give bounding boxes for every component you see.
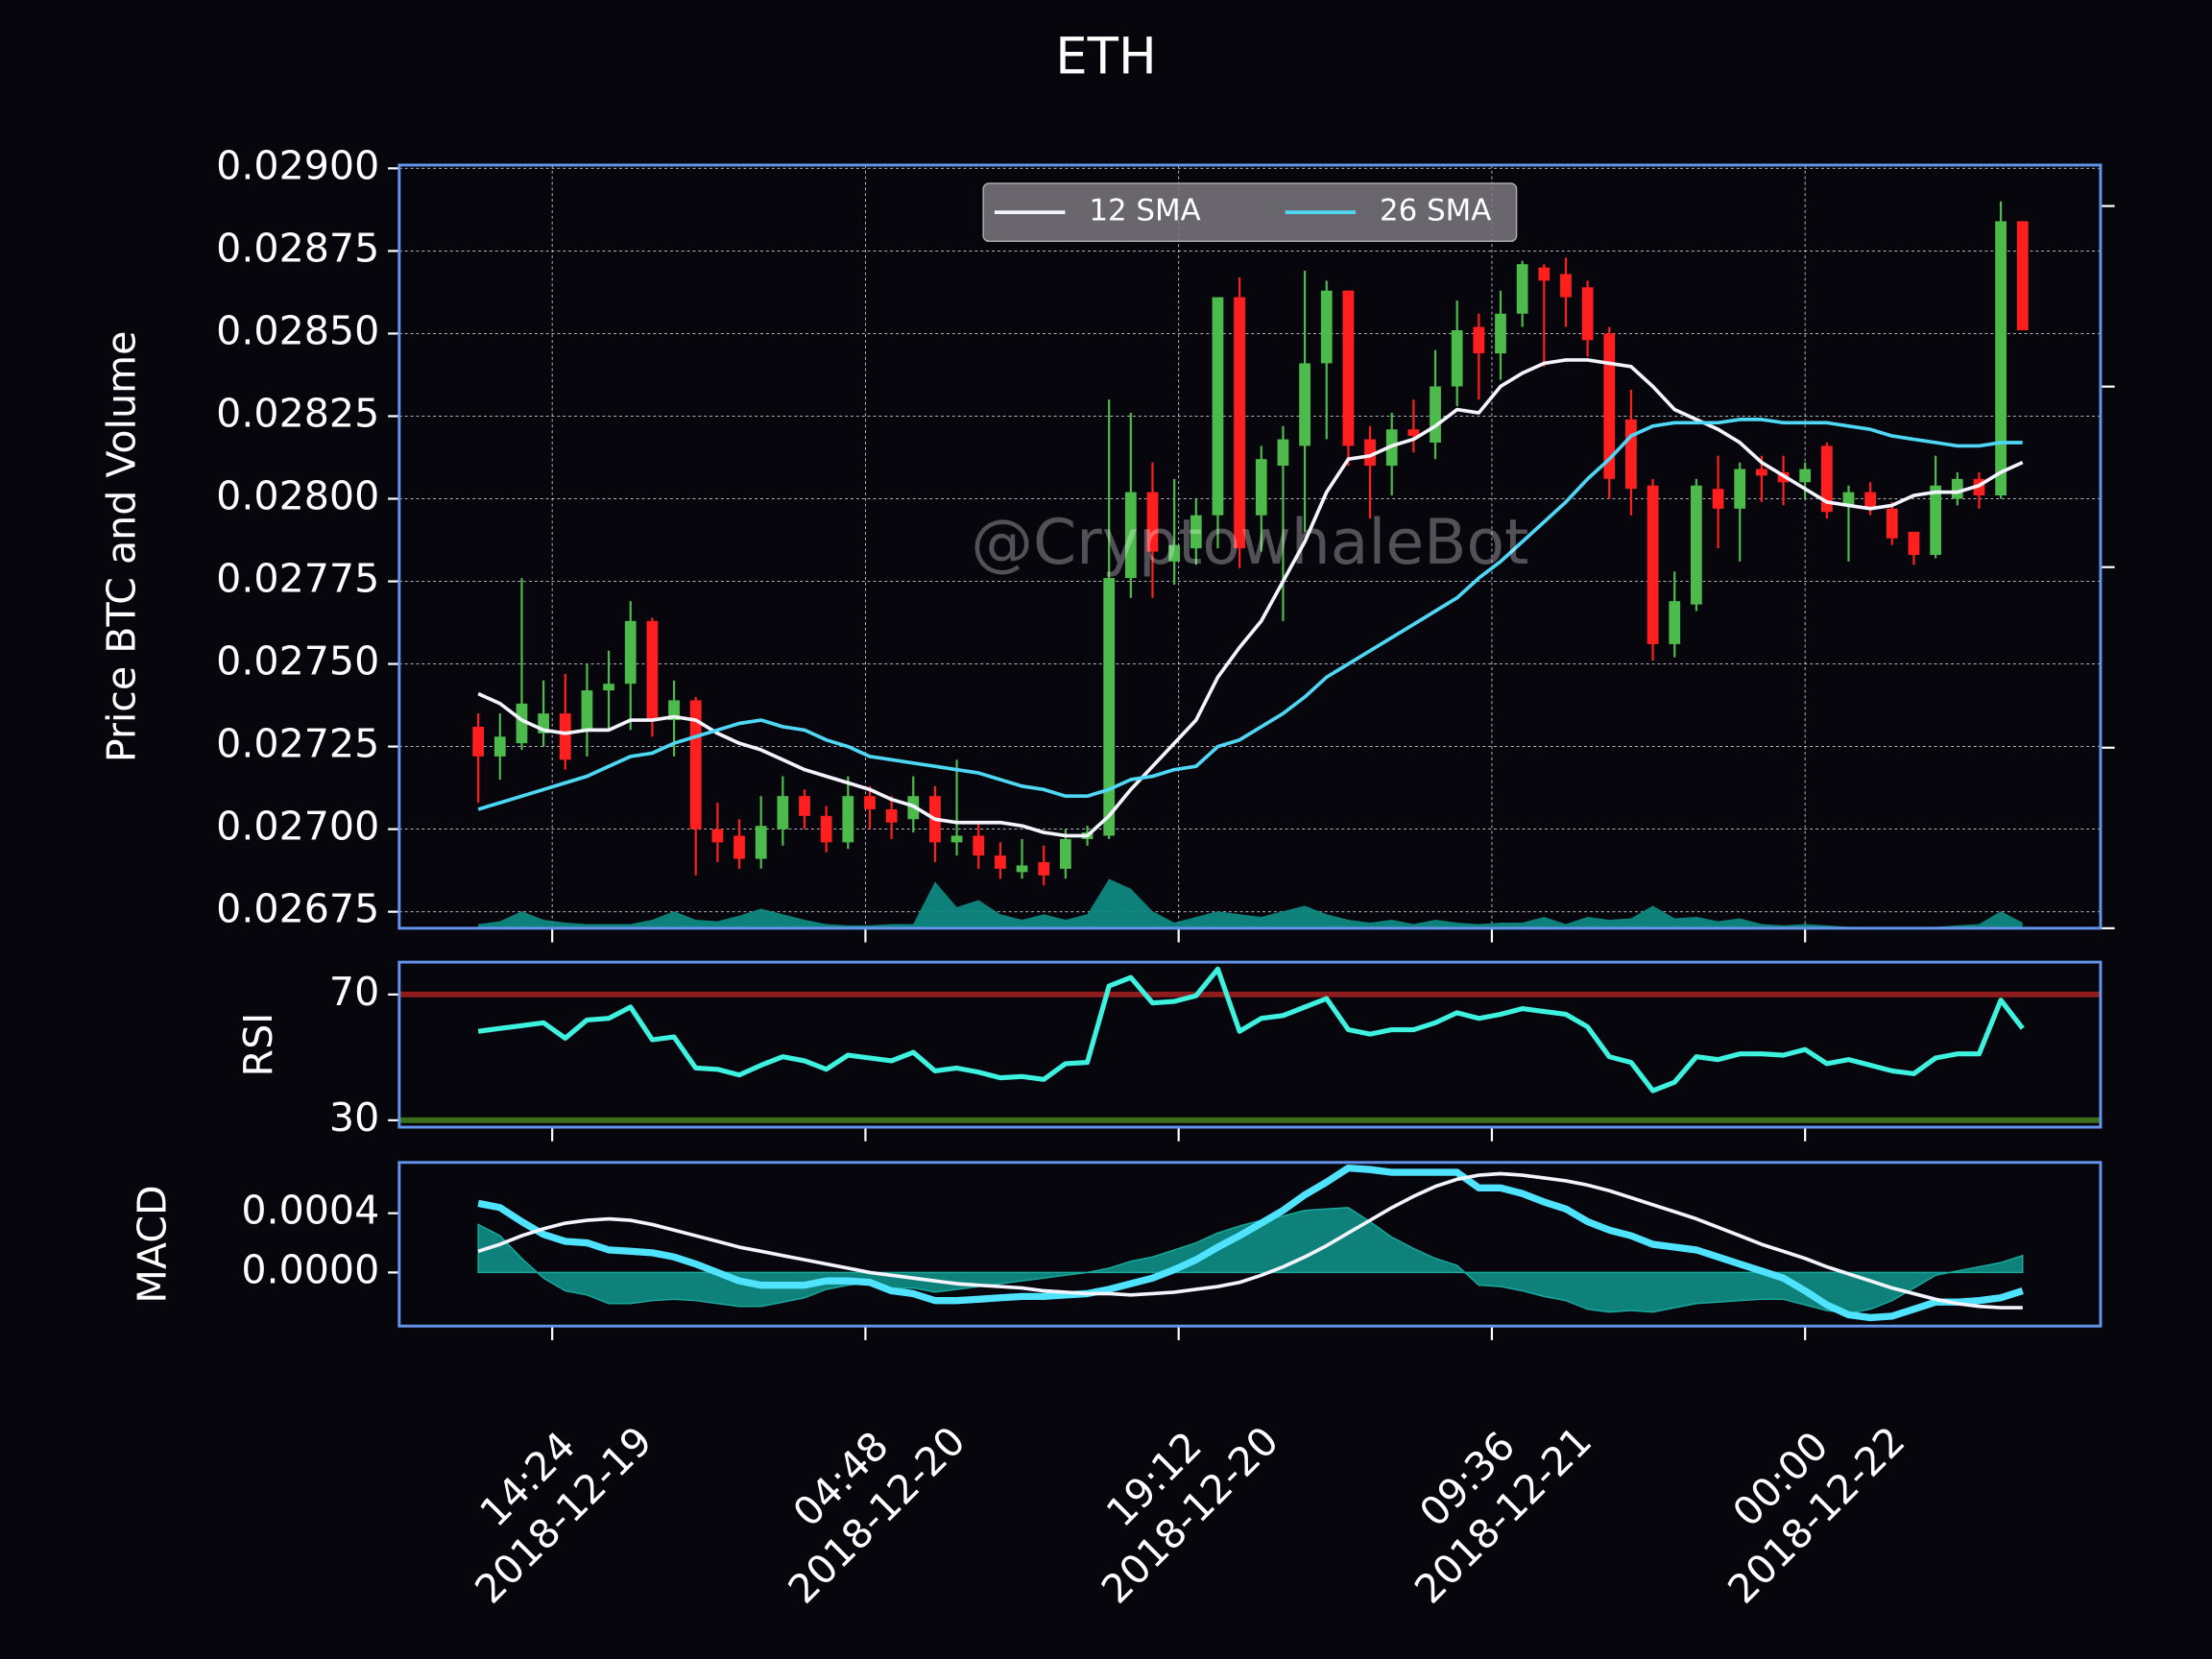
candle-body <box>1516 264 1528 314</box>
y-tick-label: 70 <box>329 969 379 1015</box>
candle-body <box>1168 544 1181 562</box>
candle-body <box>1669 601 1681 644</box>
candle-body <box>1538 267 1551 281</box>
candle-body <box>1625 419 1637 490</box>
y-tick-label: 0.0004 <box>241 1188 379 1234</box>
candle-body <box>1038 862 1050 876</box>
candle-body <box>711 829 724 843</box>
y-tick-label: 0.02900 <box>216 142 379 188</box>
panel-frame <box>397 163 2103 930</box>
candle-body <box>1930 485 1941 555</box>
candle-body <box>973 835 985 856</box>
candle-body <box>995 855 1006 869</box>
candle-body <box>1820 445 1833 513</box>
candle-body <box>1691 485 1702 605</box>
y-axis-label: Price BTC and Volume <box>98 331 144 763</box>
candle-body <box>864 796 876 809</box>
candle-body <box>1712 489 1724 509</box>
candle-body <box>1908 531 1920 555</box>
candle-body <box>885 808 898 823</box>
candle-body <box>1473 326 1485 354</box>
candle-body <box>755 826 767 859</box>
y-tick-label: 0.02750 <box>216 638 379 685</box>
indicator-line <box>477 418 2023 811</box>
candle-body <box>1603 333 1616 479</box>
candle-body <box>516 703 528 744</box>
indicator-line <box>477 1164 2024 1322</box>
candle-body <box>1342 290 1355 446</box>
candle-body <box>493 736 506 757</box>
y-tick-label: 0.02825 <box>216 390 379 436</box>
candle-body <box>1755 469 1767 476</box>
candle-body <box>1451 329 1463 387</box>
legend-box <box>982 182 1518 243</box>
candle-body <box>1495 313 1506 354</box>
panel-frame <box>397 1161 2103 1328</box>
candle-body <box>559 713 571 760</box>
y-axis-label: RSI <box>235 1013 281 1077</box>
candle-body <box>1364 439 1376 467</box>
volume-area <box>478 878 2023 928</box>
y-tick-label: 0.02800 <box>216 472 379 518</box>
candle-body <box>1234 297 1245 549</box>
candle-body <box>1951 478 1963 499</box>
y-tick-label: 0.0000 <box>241 1246 379 1292</box>
candle-body <box>1560 274 1572 298</box>
panel-frame <box>397 960 2103 1129</box>
y-tick-label: 0.02700 <box>216 804 379 850</box>
candle-body <box>1212 297 1224 516</box>
candle-body <box>950 835 963 843</box>
candle-body <box>1059 838 1071 869</box>
candle-body <box>624 620 637 685</box>
candle-body <box>733 835 745 859</box>
candle-body <box>799 796 810 816</box>
candle-body <box>1407 429 1420 437</box>
candle-body <box>1842 492 1855 506</box>
candle-body <box>2016 221 2029 330</box>
y-tick-label: 30 <box>329 1094 379 1141</box>
y-tick-label: 0.02875 <box>216 225 379 271</box>
candle-body <box>1581 287 1594 341</box>
indicator-line <box>477 1171 2023 1310</box>
legend-label: 26 SMA <box>1380 194 1491 228</box>
indicator-line <box>477 358 2024 838</box>
candle-body <box>820 815 832 843</box>
indicator-line <box>477 966 2025 1094</box>
y-tick-label: 0.02675 <box>216 886 379 932</box>
y-tick-label: 0.02725 <box>216 721 379 767</box>
candle-body <box>472 726 485 757</box>
candle-body <box>1886 508 1898 539</box>
y-tick-label: 0.02775 <box>216 556 379 602</box>
candle-body <box>581 690 593 731</box>
candle-body <box>1864 492 1877 509</box>
legend-label: 12 SMA <box>1089 194 1200 228</box>
candle-body <box>842 796 854 843</box>
candle-body <box>1430 386 1441 443</box>
candle-body <box>689 700 702 830</box>
candle-body <box>1277 439 1289 467</box>
y-tick-label: 0.02850 <box>216 307 379 353</box>
candle-body <box>1734 469 1746 509</box>
candle-body <box>777 796 789 830</box>
watermark: @CryptowhaleBot <box>971 507 1528 579</box>
candle-body <box>1995 221 2007 496</box>
candle-body <box>668 700 680 721</box>
candle-body <box>1320 290 1333 364</box>
candle-body <box>603 684 614 691</box>
candle-body <box>646 620 659 721</box>
candle-body <box>1799 469 1812 483</box>
candle-body <box>1255 459 1267 516</box>
candle-body <box>1016 865 1028 873</box>
candle-body <box>1190 515 1202 549</box>
chart-title: ETH <box>1055 27 1156 85</box>
candle-body <box>538 713 549 733</box>
candle-body <box>1146 492 1159 552</box>
candle-body <box>1647 485 1659 644</box>
candle-body <box>1103 578 1116 836</box>
candle-body <box>1299 363 1310 446</box>
y-axis-label: MACD <box>130 1185 176 1303</box>
candle-body <box>1124 492 1137 579</box>
